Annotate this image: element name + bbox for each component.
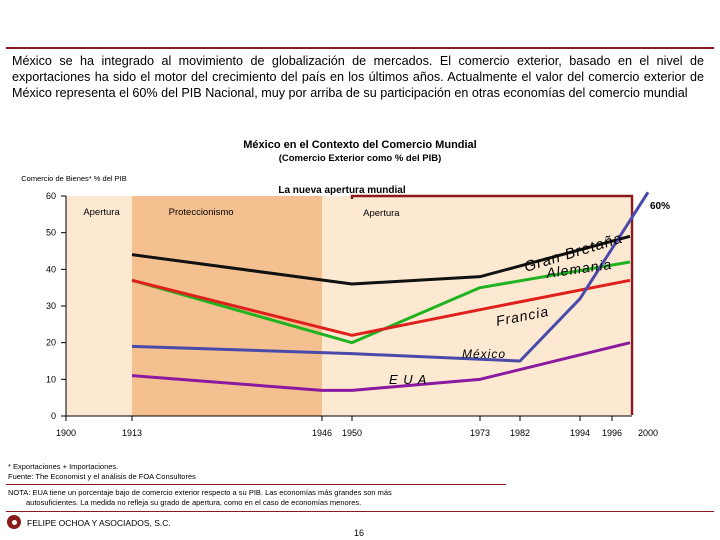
x-tick-label-1973: 1973 — [470, 428, 490, 438]
period-band-2 — [322, 196, 630, 416]
note-line-2: autosuficientes. La medida no refleja su… — [26, 498, 362, 507]
x-tick-label-1900: 1900 — [56, 428, 76, 438]
x-tick-label-1994: 1994 — [570, 428, 590, 438]
series-label-e-u-a: E U A — [389, 372, 427, 387]
y-tick-label-0: 0 — [51, 411, 56, 421]
period-label-2: Apertura — [363, 208, 400, 219]
footnote-asterisk: * Exportaciones + Importaciones. — [8, 462, 119, 471]
series-line-alemania — [131, 260, 631, 345]
intro-paragraph: México se ha integrado al movimiento de … — [12, 54, 704, 100]
series-label-mexico: México — [462, 347, 506, 361]
firm-name: FELIPE OCHOA Y ASOCIADOS, S.C. — [27, 518, 171, 528]
y-tick-label-60: 60 — [46, 191, 56, 201]
footnote-source: Fuente: The Economist y el análisis de F… — [8, 472, 196, 481]
x-tick-label-1982: 1982 — [510, 428, 530, 438]
chart-title: México en el Contexto del Comercio Mundi… — [243, 139, 477, 151]
period-label-0: Apertura — [83, 207, 120, 218]
y-tick-label-20: 20 — [46, 338, 56, 348]
note-rule — [6, 484, 506, 485]
note-line-1: NOTA: EUA tiene un porcentaje bajo de co… — [8, 488, 392, 497]
series-line-mexico — [131, 191, 650, 363]
y-tick-label-50: 50 — [46, 228, 56, 238]
y-tick-label-40: 40 — [46, 264, 56, 274]
period-label-1: Proteccionismo — [169, 207, 234, 218]
new-opening-bracket — [350, 194, 634, 415]
end-value-label: 60% — [650, 201, 670, 212]
firm-logo-icon — [7, 515, 21, 529]
y-tick-label-10: 10 — [46, 374, 56, 384]
series-line-gran-bretana — [131, 234, 631, 286]
y-tick-label-30: 30 — [46, 301, 56, 311]
x-tick-label-2000: 2000 — [638, 428, 658, 438]
x-tick-label-1996: 1996 — [602, 428, 622, 438]
page-number: 16 — [354, 528, 365, 538]
new-opening-label: La nueva apertura mundial — [278, 185, 405, 196]
x-tick-label-1946: 1946 — [312, 428, 332, 438]
x-tick-label-1950: 1950 — [342, 428, 362, 438]
y-axis-label: Comercio de Bienes* % del PIB — [21, 174, 127, 183]
series-line-e-u-a — [131, 341, 631, 392]
period-band-0 — [66, 196, 132, 416]
chart-subtitle: (Comercio Exterior como % del PIB) — [278, 153, 442, 164]
series-line-francia — [131, 278, 631, 337]
x-tick-label-1913: 1913 — [122, 428, 142, 438]
top-rule — [6, 47, 714, 49]
footer-rule — [6, 511, 714, 512]
